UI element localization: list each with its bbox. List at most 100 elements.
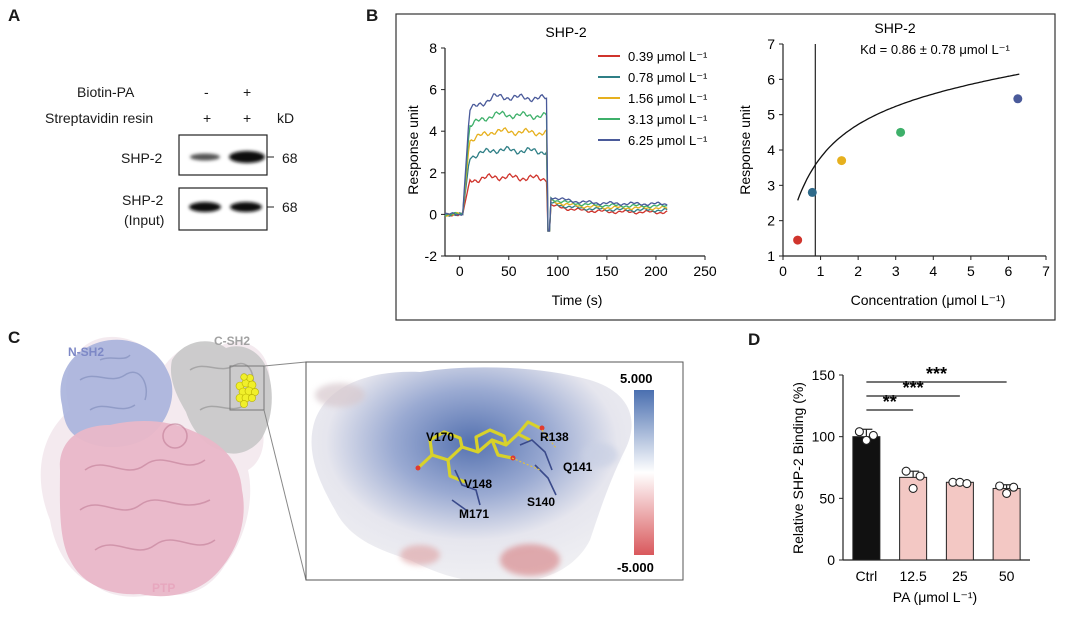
row1-sign-2: + <box>243 84 252 100</box>
row2-sign-1: + <box>203 110 212 126</box>
residue-q141: Q141 <box>563 460 593 474</box>
kd-y-tick-label: 4 <box>767 142 775 158</box>
bar-category-label: Ctrl <box>855 568 877 584</box>
spr-x-tick-label: 0 <box>456 263 464 279</box>
blot-shp2-input <box>178 187 274 231</box>
kd-x-tick-label: 7 <box>1042 263 1050 279</box>
bar-category-label: 25 <box>952 568 968 584</box>
kd-xlabel: Concentration (μmol L⁻¹) <box>851 292 1006 308</box>
kd-y-tick-label: 2 <box>767 213 775 229</box>
kd-fit-curve <box>797 73 1020 201</box>
scale-min-label: -5.000 <box>617 560 654 575</box>
bar-category-label: 12.5 <box>900 568 927 584</box>
spr-title: SHP-2 <box>545 24 586 40</box>
kd-y-tick-label: 6 <box>767 71 775 87</box>
blot-shp2 <box>178 134 274 176</box>
replicate-point <box>868 430 878 440</box>
kd-binding-chart: SHP-2 Kd = 0.86 ± 0.78 μmol L⁻¹ Concentr… <box>737 20 1050 308</box>
spr-x-tick-label: 250 <box>693 263 717 279</box>
zoom-line-bottom <box>263 409 307 581</box>
row1-sign-1: - <box>204 84 209 100</box>
residue-r138: R138 <box>540 430 569 444</box>
zoom-box <box>229 365 265 411</box>
western-blots <box>178 134 274 231</box>
c-sh2-domain <box>170 341 272 454</box>
bar-category-label: 50 <box>999 568 1015 584</box>
panel-letter-a: A <box>8 6 21 25</box>
kd-x-tick-label: 5 <box>967 263 975 279</box>
binding-bar-chart: Relative SHP-2 Binding (%) PA (μmol L⁻¹)… <box>790 364 1030 605</box>
replicate-point <box>1009 482 1019 492</box>
c-sh2-label: C-SH2 <box>214 334 250 348</box>
blot1-mw: 68 <box>282 150 298 166</box>
kd-title: SHP-2 <box>874 20 915 36</box>
panel-letter-c: C <box>8 328 21 347</box>
kd-x-tick-label: 1 <box>817 263 825 279</box>
kd-x-tick-label: 0 <box>779 263 787 279</box>
bar-y-tick-label: 50 <box>819 490 835 506</box>
bar-y-tick-label: 100 <box>812 429 836 445</box>
kd-y-tick-label: 5 <box>767 107 775 123</box>
bar-xlabel: PA (μmol L⁻¹) <box>893 589 977 605</box>
significance-stars: ** <box>883 392 897 412</box>
residue-s140: S140 <box>527 495 555 509</box>
blot2-mw: 68 <box>282 199 298 215</box>
electrostatic-scale-bar <box>634 390 654 555</box>
spr-x-tick-label: 150 <box>595 263 619 279</box>
spr-y-tick-label: 8 <box>429 40 437 56</box>
bar-y-tick-label: 0 <box>827 552 835 568</box>
blot2-label-line2: (Input) <box>124 212 165 228</box>
binding-pocket-inset: V170 R138 Q141 V148 S140 M171 5.000 -5.0… <box>305 361 684 581</box>
replicate-point <box>962 478 972 489</box>
kd-x-tick-label: 2 <box>854 263 862 279</box>
scale-max-label: 5.000 <box>620 371 653 386</box>
spr-y-tick-label: 0 <box>429 206 437 222</box>
n-sh2-domain <box>60 339 173 448</box>
kd-annotation: Kd = 0.86 ± 0.78 μmol L⁻¹ <box>860 42 1010 57</box>
spr-y-tick-label: 2 <box>429 165 437 181</box>
biotin-pa-label: Biotin-PA <box>77 84 135 100</box>
spr-y-tick-label: -2 <box>425 248 438 264</box>
ligand-spheres <box>235 373 259 408</box>
residue-v148: V148 <box>464 477 492 491</box>
spr-legend-entry: 6.25 μmol L⁻¹ <box>628 133 708 148</box>
kd-x-tick-label: 3 <box>892 263 900 279</box>
kd-y-tick-label: 7 <box>767 36 775 52</box>
spr-x-tick-label: 200 <box>644 263 668 279</box>
bar <box>992 487 1021 561</box>
replicate-point <box>995 481 1005 491</box>
n-sh2-label: N-SH2 <box>68 345 104 359</box>
significance-stars: *** <box>903 378 924 398</box>
spr-legend-entry: 0.78 μmol L⁻¹ <box>628 70 708 85</box>
panel-letter-b: B <box>366 6 379 25</box>
bar <box>852 436 881 561</box>
blot1-label: SHP-2 <box>121 150 163 166</box>
spr-series-line <box>444 93 668 232</box>
spr-y-tick-label: 4 <box>429 123 437 139</box>
residue-v170: V170 <box>426 430 454 444</box>
kd-data-point <box>1013 94 1023 104</box>
streptavidin-label: Streptavidin resin <box>45 110 154 126</box>
spr-sensorgram-chart: SHP-2 Time (s) Response unit 0 50 100 150 20… <box>405 24 717 308</box>
bar-ylabel: Relative SHP-2 Binding (%) <box>790 382 806 554</box>
kd-data-point <box>837 156 847 166</box>
replicate-point <box>908 483 918 494</box>
kd-ylabel: Response unit <box>737 105 753 195</box>
significance-stars: *** <box>926 364 947 384</box>
spr-legend-entry: 3.13 μmol L⁻¹ <box>628 112 708 127</box>
panel-letter-d: D <box>748 330 761 349</box>
spr-series-line <box>444 127 668 232</box>
blot2-label-line1: SHP-2 <box>122 192 164 208</box>
kd-y-tick-label: 3 <box>767 177 775 193</box>
spr-ylabel: Response unit <box>405 105 421 195</box>
bar <box>945 481 974 561</box>
spr-legend-entry: 0.39 μmol L⁻¹ <box>628 49 708 64</box>
spr-x-tick-label: 100 <box>546 263 570 279</box>
kd-unit: kD <box>277 110 295 126</box>
residue-m171: M171 <box>459 507 489 521</box>
kd-y-tick-label: 1 <box>767 248 775 264</box>
kd-data-point <box>896 127 906 137</box>
replicate-point <box>1002 488 1012 498</box>
